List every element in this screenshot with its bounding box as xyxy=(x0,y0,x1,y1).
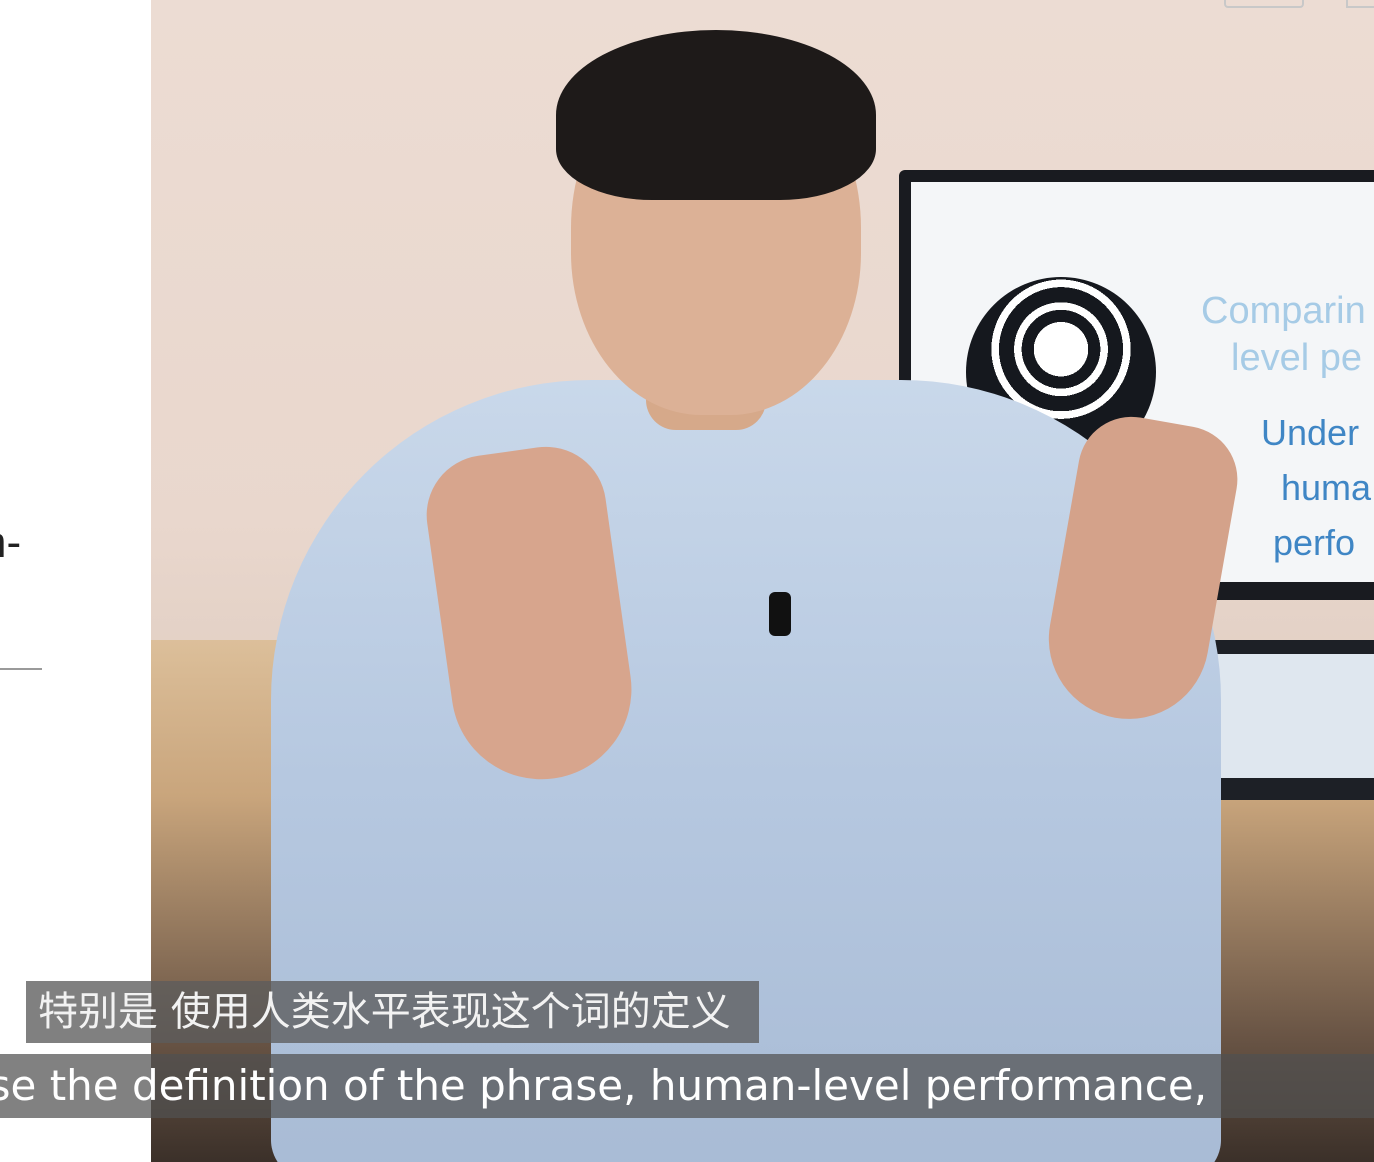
slide-subtitle-line-1: Under xyxy=(1261,412,1360,453)
secondary-monitor-screen xyxy=(1213,654,1374,778)
slide-text-fragment: n- xyxy=(0,518,22,567)
secondary-monitor xyxy=(1201,640,1374,800)
slide-subtitle-line-3: perfo xyxy=(1273,522,1356,563)
slide-divider xyxy=(0,668,42,670)
slide-panel: n- xyxy=(0,0,151,1162)
lapel-mic-icon xyxy=(769,592,791,636)
slide-title-line-1: Comparin xyxy=(1201,290,1366,332)
video-player[interactable]: Comparin level pe Under huma perfo xyxy=(151,0,1374,1162)
slide-title-line-2: level pe xyxy=(1231,337,1362,379)
subtitle-english: use the definition of the phrase, human-… xyxy=(0,1054,1374,1118)
slide-subtitle-line-2: huma xyxy=(1281,467,1372,508)
subtitle-chinese: 特别是 使用人类水平表现这个词的定义 xyxy=(26,981,759,1043)
presenter-hair xyxy=(556,30,876,200)
window-icon[interactable] xyxy=(1224,0,1304,8)
window-icon-edge[interactable] xyxy=(1346,0,1374,8)
